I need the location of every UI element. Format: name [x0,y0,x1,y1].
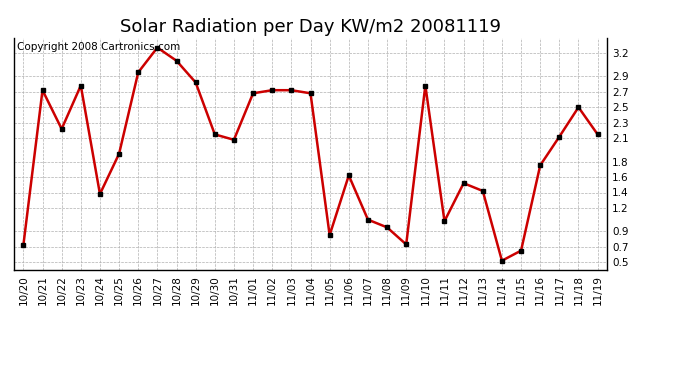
Title: Solar Radiation per Day KW/m2 20081119: Solar Radiation per Day KW/m2 20081119 [120,18,501,36]
Text: Copyright 2008 Cartronics.com: Copyright 2008 Cartronics.com [17,42,180,52]
